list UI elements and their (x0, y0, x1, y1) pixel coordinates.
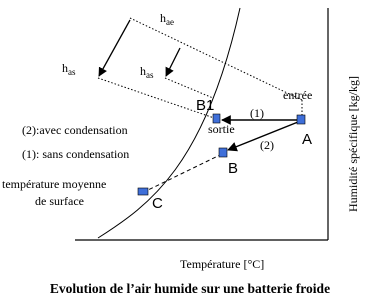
enthalpy-line (129, 17, 303, 101)
annotation: (2) (260, 138, 274, 152)
point-marker (218, 147, 228, 158)
point-label: B1 (196, 97, 214, 114)
enthalpy-label: has (62, 61, 76, 77)
annotation: sortie (208, 122, 235, 136)
point-label: B (228, 160, 238, 177)
legend-text: (1): sans condensation (22, 147, 129, 161)
annotation: entrée (283, 88, 312, 102)
point-marker (137, 187, 149, 196)
legend-text: (2):avec condensation (22, 123, 128, 137)
annotation: température moyenne (2, 177, 106, 191)
arrow (227, 121, 299, 152)
enthalpy-label: has (140, 64, 154, 80)
point-marker (296, 114, 306, 125)
point-label: C (152, 195, 163, 212)
x-axis-label: Température [°C] (180, 257, 264, 271)
point-label: A (302, 131, 312, 148)
point-marker (212, 113, 221, 124)
annotation: (1) (250, 106, 264, 120)
arrow (165, 47, 181, 77)
caption: Evolution de l’air humide sur une batter… (50, 281, 330, 296)
annotation: de surface (35, 194, 84, 208)
y-axis-label: Humidité spécifique [kg/kg] (346, 76, 360, 212)
dashed-line (145, 153, 223, 192)
enthalpy-label: hae (160, 11, 174, 27)
enthalpy-line (164, 77, 214, 99)
arrow (98, 19, 131, 77)
